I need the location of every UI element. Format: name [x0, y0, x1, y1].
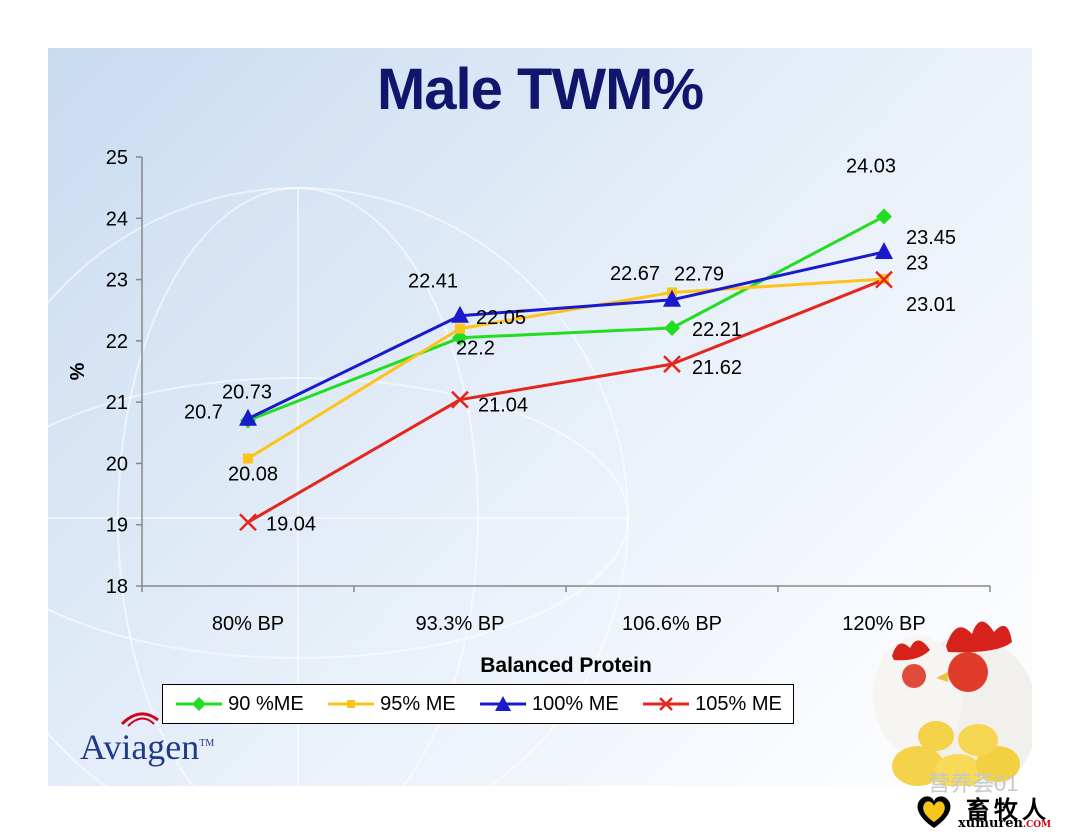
badge-chinese-text: 畜牧人 [966, 795, 1050, 824]
data-label-7: 21.04 [478, 395, 528, 417]
legend-item-0: 90 %ME [174, 693, 304, 716]
data-label-8: 22.67 [610, 263, 660, 285]
y-tick-label: 22 [106, 331, 128, 353]
y-tick-label: 25 [106, 147, 128, 169]
x-tick-label: 80% BP [212, 613, 284, 635]
data-point-s2-1 [451, 305, 469, 323]
data-point-s3-2 [663, 355, 681, 374]
data-label-6: 22.2 [456, 338, 495, 360]
chart-legend: 90 %ME 95% ME 100% ME 105% ME [162, 684, 794, 724]
data-label-15: 23.01 [906, 294, 956, 316]
badge-url-text: xumuren.COM [958, 816, 1052, 831]
legend-marker-x-icon [643, 697, 690, 711]
y-tick-label: 21 [106, 392, 128, 414]
x-tick-label: 106.6% BP [622, 613, 722, 635]
data-point-s1-0 [243, 453, 253, 464]
y-axis-title: % [67, 362, 89, 380]
series-line-0 [247, 215, 885, 422]
series-line-3 [247, 278, 885, 524]
slide: Male TWM% 18 19 20 21 22 23 24 25 80% BP 93.3% BP… [48, 48, 1032, 786]
legend-label: 100% ME [532, 692, 619, 715]
legend-item-1: 95% ME [326, 693, 456, 716]
x-tick-label: 120% BP [842, 613, 925, 635]
data-label-9: 22.79 [674, 263, 724, 285]
aviagen-swoosh-icon [120, 712, 159, 727]
data-label-3: 19.04 [266, 513, 316, 535]
data-label-11: 21.62 [692, 357, 742, 379]
data-point-s3-3 [875, 270, 893, 289]
series-line-2 [247, 250, 885, 421]
data-point-s0-1 [452, 329, 468, 346]
data-label-14: 23 [906, 253, 928, 275]
series-line-1 [247, 277, 885, 460]
legend-label: 90 %ME [228, 692, 304, 715]
legend-marker-square-icon [328, 700, 375, 708]
legend-item-2: 100% ME [478, 693, 619, 716]
chart-title: Male TWM% [376, 57, 704, 122]
data-point-s0-2 [664, 319, 680, 336]
legend-label: 105% ME [695, 692, 782, 715]
data-label-4: 22.41 [408, 271, 458, 293]
y-tick-label: 23 [106, 270, 128, 292]
legend-item-3: 105% ME [641, 693, 782, 716]
data-label-2: 20.08 [228, 464, 278, 486]
legend-marker-triangle-icon [480, 696, 527, 711]
x-tick-label: 93.3% BP [416, 613, 505, 635]
data-point-s2-2 [663, 289, 681, 307]
data-point-s3-1 [451, 390, 469, 409]
data-label-0: 20.7 [184, 402, 223, 424]
heart-logo-icon [917, 796, 951, 828]
data-point-s0-3 [876, 208, 892, 225]
y-tick-label: 20 [106, 453, 128, 475]
background-globe-decoration [48, 187, 629, 786]
data-label-12: 24.03 [846, 155, 896, 177]
y-tick-label: 18 [106, 576, 128, 598]
x-axis-title: Balanced Protein [480, 654, 652, 677]
data-point-s2-3 [875, 241, 893, 259]
line-chart: 18 19 20 21 22 23 24 25 80% BP 93.3% BP 106.6% BP 1… [67, 147, 991, 677]
data-label-5: 22.05 [476, 307, 526, 329]
aviagen-logo-text: AviagenTM [80, 727, 215, 767]
aviagen-logo: AviagenTM [80, 708, 240, 772]
legend-label: 95% ME [380, 692, 456, 715]
xumuren-badge: 畜牧人 xumuren.COM [908, 790, 1078, 834]
data-point-s2-0 [239, 408, 257, 426]
y-tick-label: 24 [106, 208, 128, 230]
data-label-13: 23.45 [906, 227, 956, 249]
data-label-1: 20.73 [222, 382, 272, 404]
data-label-10: 22.21 [692, 319, 742, 341]
data-point-s3-0 [239, 513, 257, 532]
watermark-text: 营养荟01 [928, 771, 1019, 796]
chicken-illustration [873, 621, 1032, 786]
data-point-s1-1 [455, 323, 465, 334]
legend-marker-diamond-icon [176, 697, 223, 711]
y-tick-label: 19 [106, 515, 128, 537]
